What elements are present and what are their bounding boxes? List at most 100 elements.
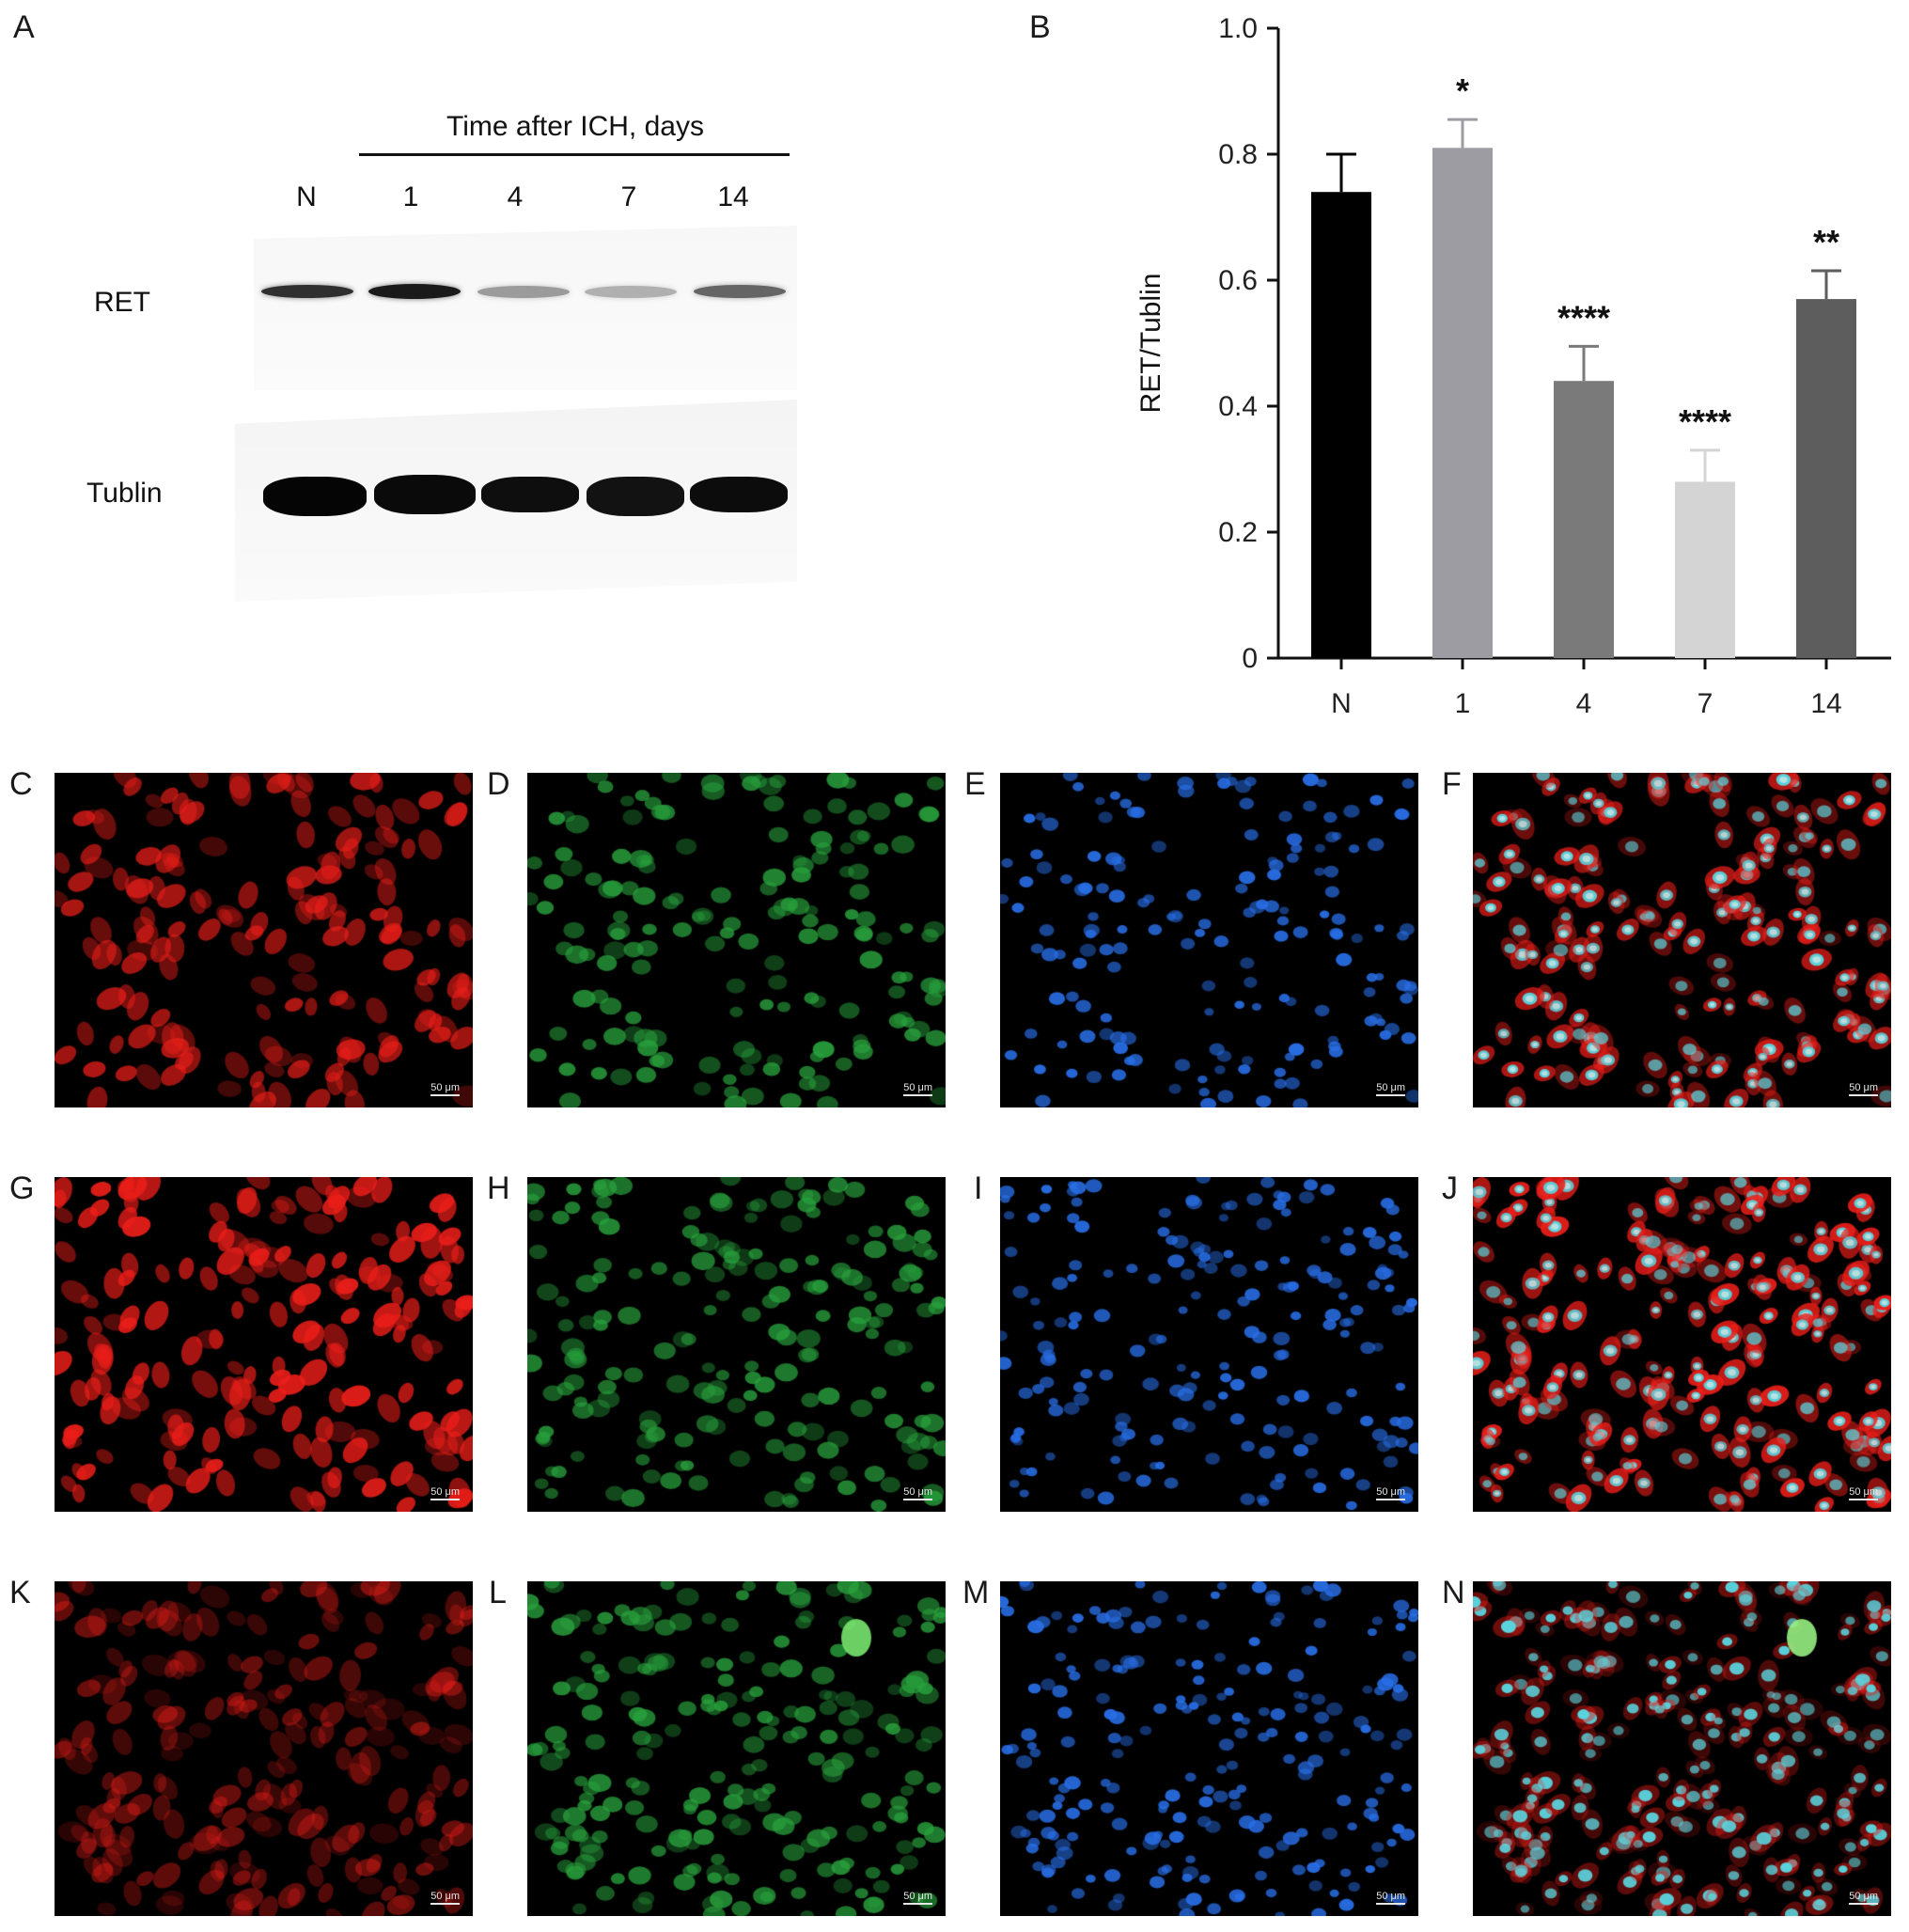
- panel-label-n: N: [1442, 1575, 1465, 1610]
- micrograph-red-1: 50 μm: [55, 773, 473, 1107]
- scale-bar-line: [903, 1499, 932, 1500]
- panel-label-l: L: [489, 1575, 507, 1610]
- y-tick-label: 0.6: [1218, 265, 1258, 296]
- scale-bar: 50 μm: [1376, 1486, 1405, 1500]
- scale-bar-label: 50 μm: [1849, 1082, 1878, 1093]
- lane-label-1: 1: [402, 181, 419, 212]
- significance-label-14: **: [1813, 223, 1839, 261]
- x-tick-label-4: 4: [1576, 688, 1592, 719]
- scale-bar: 50 μm: [1376, 1082, 1405, 1096]
- scale-bar-line: [1849, 1903, 1878, 1905]
- x-tick-label-7: 7: [1698, 688, 1713, 719]
- micrograph-canvas: [527, 1177, 946, 1512]
- micrograph-canvas: [1473, 1581, 1891, 1916]
- scale-bar-label: 50 μm: [1849, 1891, 1878, 1902]
- panel-label-j: J: [1442, 1170, 1458, 1206]
- scale-bar: 50 μm: [430, 1486, 460, 1500]
- panel-label-m: M: [962, 1575, 990, 1610]
- ret-band-14: [694, 285, 786, 298]
- micrograph-canvas: [1000, 1581, 1418, 1916]
- y-tick-label: 0.8: [1218, 139, 1258, 170]
- scale-bar-label: 50 μm: [903, 1891, 932, 1902]
- bar-14: [1796, 299, 1856, 658]
- panel-label-b: B: [1029, 9, 1051, 45]
- micrograph-canvas: [527, 1581, 946, 1916]
- scale-bar-line: [430, 1499, 460, 1500]
- panel-label-e: E: [964, 766, 986, 802]
- scale-bar-label: 50 μm: [903, 1486, 932, 1498]
- scale-bar-label: 50 μm: [430, 1891, 460, 1902]
- ret-tublin-bar-chart: RET/Tublin 00.20.40.60.81.0 *********** …: [1135, 13, 1891, 719]
- scale-bar-label: 50 μm: [1376, 1891, 1405, 1902]
- scale-bar-line: [1849, 1499, 1878, 1500]
- scale-bar-line: [430, 1903, 460, 1905]
- micrograph-green-3: 50 μm: [527, 1581, 946, 1916]
- micrograph-canvas: [55, 1581, 473, 1916]
- scale-bar-label: 50 μm: [430, 1082, 460, 1093]
- blot-row-label-ret: RET: [94, 287, 150, 318]
- panel-label-g: G: [9, 1170, 35, 1206]
- panel-label-i: I: [974, 1170, 983, 1206]
- bar-1: [1432, 148, 1493, 659]
- significance-label-1: *: [1456, 71, 1469, 110]
- lane-label-n: N: [296, 181, 317, 212]
- ret-band-7: [585, 286, 677, 298]
- tublin-band-1: [374, 475, 476, 514]
- micrograph-canvas: [1473, 1177, 1891, 1512]
- ret-band-1: [368, 284, 461, 299]
- y-axis-label: RET/Tublin: [1135, 274, 1166, 414]
- micrograph-blue-3: 50 μm: [1000, 1581, 1418, 1916]
- tublin-band-7: [587, 477, 684, 516]
- micrograph-canvas: [1000, 1177, 1418, 1512]
- micrograph-canvas: [55, 773, 473, 1107]
- micrograph-red-2: 50 μm: [55, 1177, 473, 1512]
- scale-bar-label: 50 μm: [430, 1486, 460, 1498]
- tublin-band-4: [481, 477, 579, 512]
- panel-label-k: K: [9, 1575, 31, 1610]
- panel-label-d: D: [487, 766, 510, 802]
- tublin-band-n: [263, 477, 367, 516]
- panel-label-a: A: [13, 9, 35, 45]
- y-tick-label: 1.0: [1218, 13, 1258, 44]
- micrograph-red-3: 50 μm: [55, 1581, 473, 1916]
- significance-label-4: ****: [1557, 298, 1610, 337]
- scale-bar-line: [903, 1903, 932, 1905]
- micrograph-blue-2: 50 μm: [1000, 1177, 1418, 1512]
- micrograph-canvas: [55, 1177, 473, 1512]
- micrograph-canvas: [1000, 773, 1418, 1107]
- bar-7: [1675, 481, 1735, 658]
- tublin-band-14: [690, 477, 788, 512]
- scale-bar-line: [1376, 1094, 1405, 1096]
- micrograph-blue-1: 50 μm: [1000, 773, 1418, 1107]
- blot-header: Time after ICH, days: [446, 111, 704, 142]
- y-tick-label: 0: [1242, 643, 1258, 674]
- significance-label-7: ****: [1679, 402, 1731, 441]
- panel-label-f: F: [1442, 766, 1462, 802]
- scale-bar: 50 μm: [1376, 1891, 1405, 1905]
- scale-bar: 50 μm: [430, 1082, 460, 1096]
- blot-row-label-tublin: Tublin: [86, 478, 163, 509]
- micrograph-canvas: [1473, 773, 1891, 1107]
- y-tick-label: 0.2: [1218, 517, 1258, 548]
- scale-bar-line: [1376, 1499, 1405, 1500]
- lane-label-7: 7: [620, 181, 637, 212]
- bar-4: [1554, 381, 1614, 658]
- scale-bar-label: 50 μm: [1849, 1486, 1878, 1498]
- x-tick-label-1: 1: [1455, 688, 1471, 719]
- micrograph-merge-2: 50 μm: [1473, 1177, 1891, 1512]
- scale-bar-label: 50 μm: [1376, 1082, 1405, 1093]
- scale-bar: 50 μm: [903, 1082, 932, 1096]
- scale-bar-line: [903, 1094, 932, 1096]
- tublin-blot-strip: [235, 400, 797, 602]
- scale-bar: 50 μm: [903, 1486, 932, 1500]
- scale-bar: 50 μm: [903, 1891, 932, 1905]
- scale-bar-line: [430, 1094, 460, 1096]
- scale-bar-label: 50 μm: [903, 1082, 932, 1093]
- scale-bar: 50 μm: [1849, 1082, 1878, 1096]
- x-tick-label-14: 14: [1810, 688, 1841, 719]
- panel-label-c: C: [9, 766, 33, 802]
- scale-bar-line: [1849, 1094, 1878, 1096]
- micrograph-canvas: [527, 773, 946, 1107]
- lane-label-14: 14: [717, 181, 749, 212]
- scale-bar-line: [1376, 1903, 1405, 1905]
